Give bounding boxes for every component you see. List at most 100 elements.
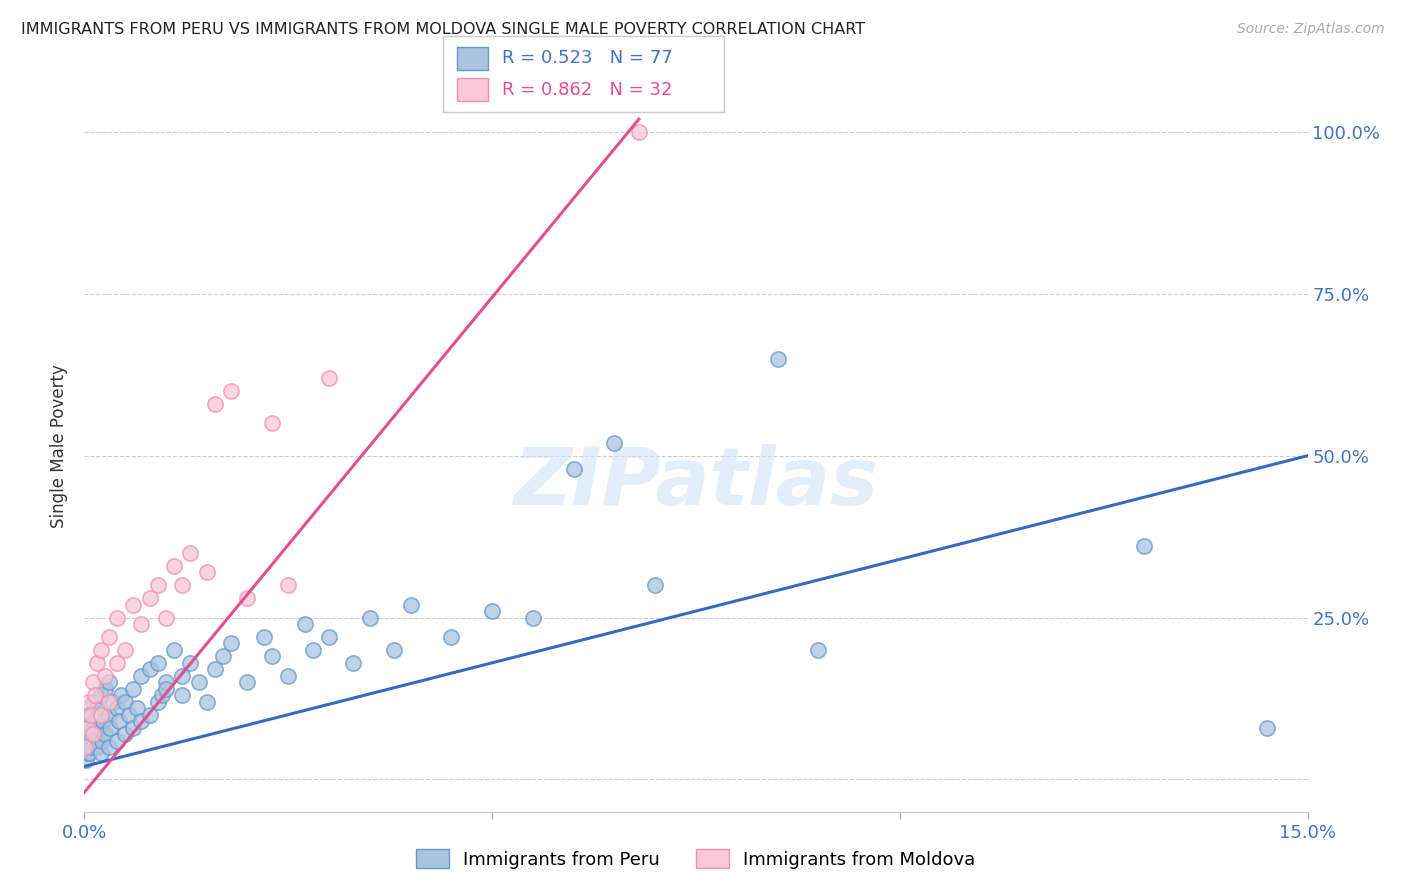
Y-axis label: Single Male Poverty: Single Male Poverty: [51, 364, 69, 528]
Point: [644, 578, 666, 592]
Point: [90, 707, 112, 722]
Point: [382, 643, 405, 657]
Point: [82, 721, 104, 735]
Point: [195, 566, 218, 580]
Point: [253, 630, 276, 644]
Point: [97, 707, 120, 722]
Point: [77, 695, 100, 709]
Point: [146, 578, 169, 592]
Point: [131, 714, 153, 728]
Point: [318, 371, 340, 385]
Point: [342, 656, 364, 670]
Point: [114, 643, 136, 657]
Point: [91, 714, 114, 728]
Point: [212, 649, 235, 664]
Point: [97, 695, 120, 709]
Point: [86, 701, 108, 715]
Point: [150, 688, 173, 702]
Point: [172, 669, 194, 683]
Text: IMMIGRANTS FROM PERU VS IMMIGRANTS FROM MOLDOVA SINGLE MALE POVERTY CORRELATION : IMMIGRANTS FROM PERU VS IMMIGRANTS FROM …: [21, 22, 865, 37]
Point: [219, 636, 242, 650]
Point: [82, 727, 104, 741]
Point: [236, 591, 259, 606]
Point: [122, 598, 145, 612]
Point: [101, 695, 124, 709]
Point: [627, 125, 650, 139]
Point: [76, 721, 98, 735]
Point: [204, 397, 226, 411]
Point: [1133, 539, 1156, 553]
Point: [138, 591, 160, 606]
Point: [107, 714, 129, 728]
Point: [603, 435, 626, 450]
Point: [440, 630, 463, 644]
Point: [172, 688, 194, 702]
Point: [481, 604, 503, 618]
Point: [138, 707, 160, 722]
Point: [84, 688, 107, 702]
Point: [163, 643, 186, 657]
Point: [80, 739, 103, 754]
Point: [260, 649, 283, 664]
Point: [172, 578, 194, 592]
Point: [219, 384, 242, 398]
Point: [562, 461, 585, 475]
Legend: Immigrants from Peru, Immigrants from Moldova: Immigrants from Peru, Immigrants from Mo…: [409, 842, 983, 876]
Point: [82, 695, 104, 709]
Point: [146, 656, 169, 670]
Point: [80, 707, 103, 722]
Point: [90, 747, 112, 761]
Point: [100, 721, 122, 735]
Text: Source: ZipAtlas.com: Source: ZipAtlas.com: [1237, 22, 1385, 37]
Point: [179, 656, 201, 670]
Point: [93, 681, 117, 696]
Point: [82, 675, 104, 690]
Point: [131, 669, 153, 683]
Point: [114, 727, 136, 741]
Point: [195, 695, 218, 709]
Point: [105, 733, 128, 747]
Text: R = 0.523   N = 77: R = 0.523 N = 77: [502, 49, 672, 68]
Point: [359, 610, 381, 624]
Point: [114, 695, 136, 709]
Point: [122, 681, 145, 696]
Point: [110, 688, 132, 702]
Point: [399, 598, 422, 612]
Point: [122, 721, 145, 735]
Point: [155, 675, 177, 690]
Point: [83, 733, 105, 747]
Point: [105, 610, 128, 624]
Point: [93, 727, 117, 741]
Point: [79, 727, 101, 741]
Point: [131, 617, 153, 632]
Text: R = 0.862   N = 32: R = 0.862 N = 32: [502, 80, 672, 99]
Point: [75, 739, 97, 754]
Point: [187, 675, 209, 690]
Point: [155, 681, 177, 696]
Point: [86, 656, 108, 670]
Point: [179, 546, 201, 560]
Point: [86, 727, 108, 741]
Point: [260, 417, 283, 431]
Point: [77, 707, 100, 722]
Point: [97, 630, 120, 644]
Point: [97, 739, 120, 754]
Point: [301, 643, 323, 657]
Point: [77, 733, 100, 747]
Point: [294, 617, 316, 632]
Point: [146, 695, 169, 709]
Point: [86, 739, 108, 754]
Point: [75, 739, 97, 754]
Point: [90, 688, 112, 702]
Point: [1256, 721, 1278, 735]
Point: [97, 675, 120, 690]
Point: [766, 351, 789, 366]
Point: [522, 610, 544, 624]
Point: [118, 707, 141, 722]
Point: [163, 558, 186, 573]
Point: [807, 643, 830, 657]
Point: [277, 669, 299, 683]
Point: [91, 733, 114, 747]
Point: [127, 701, 149, 715]
Point: [236, 675, 259, 690]
